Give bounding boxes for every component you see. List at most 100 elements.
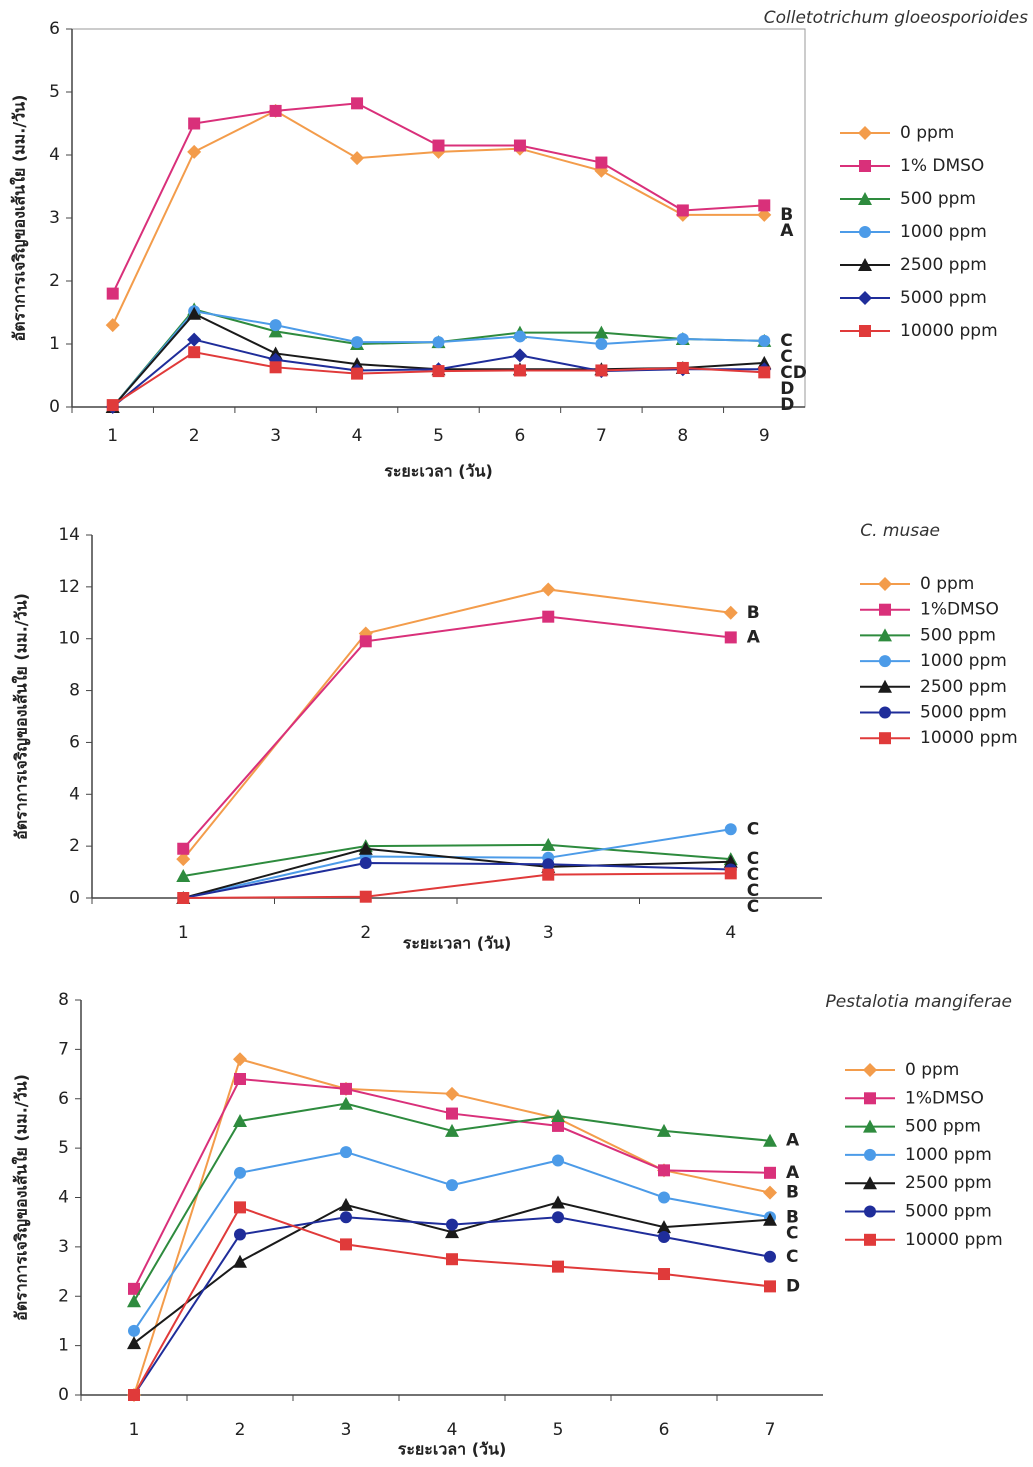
data-point xyxy=(340,1238,352,1250)
x-tick-label: 1 xyxy=(129,1420,140,1440)
data-point xyxy=(339,1097,353,1110)
y-tick-label: 1 xyxy=(58,1336,69,1356)
y-axis-label: อัตราการเจริญของเส้นใย (มม./วัน) xyxy=(12,1074,32,1321)
legend-label: 2500 ppm xyxy=(900,255,987,275)
y-tick-label: 5 xyxy=(49,82,60,102)
data-point xyxy=(360,857,372,869)
y-tick-label: 12 xyxy=(58,577,80,597)
x-tick-label: 7 xyxy=(765,1420,776,1440)
y-tick-label: 4 xyxy=(69,784,80,804)
data-point xyxy=(270,105,282,117)
legend-label: 5000 ppm xyxy=(905,1202,992,1222)
data-point xyxy=(446,1253,458,1265)
data-point xyxy=(542,869,554,881)
data-point xyxy=(177,843,189,855)
series-line xyxy=(134,1217,770,1395)
significance-label: D xyxy=(786,1276,800,1296)
data-point xyxy=(595,157,607,169)
data-point xyxy=(677,333,689,345)
data-point xyxy=(658,1268,670,1280)
data-point xyxy=(270,361,282,373)
y-axis-label: อัตราการเจริญของเส้นใย (มม./วัน) xyxy=(12,593,32,840)
data-point xyxy=(595,364,607,376)
chart-title: Colletotrichum gloeosporioides xyxy=(764,8,1028,28)
x-tick-label: 1 xyxy=(178,923,189,943)
significance-label: B xyxy=(747,603,760,623)
x-tick-label: 5 xyxy=(433,426,444,446)
data-point xyxy=(234,1167,246,1179)
data-point xyxy=(340,1146,352,1158)
data-point xyxy=(350,151,364,165)
significance-label: C xyxy=(786,1247,798,1267)
legend-label: 1%DMSO xyxy=(905,1088,984,1108)
data-point xyxy=(106,318,120,332)
legend-label: 500 ppm xyxy=(905,1117,981,1137)
legend-marker xyxy=(864,1206,876,1218)
legend-label: 10000 ppm xyxy=(920,728,1018,748)
data-point xyxy=(177,892,189,904)
chart-title: C. musae xyxy=(860,521,940,541)
y-tick-label: 5 xyxy=(58,1138,69,1158)
legend-marker xyxy=(879,732,891,744)
series-line xyxy=(183,845,731,876)
chart-title: Pestalotia mangiferae xyxy=(825,992,1012,1012)
data-point xyxy=(725,867,737,879)
x-tick-label: 2 xyxy=(189,426,200,446)
data-point xyxy=(514,140,526,152)
legend-marker xyxy=(864,1234,876,1246)
data-point xyxy=(234,1229,246,1241)
y-tick-label: 2 xyxy=(69,836,80,856)
data-point xyxy=(764,1251,776,1263)
x-tick-label: 9 xyxy=(759,426,770,446)
data-point xyxy=(107,399,119,411)
legend-label: 5000 ppm xyxy=(920,703,1007,723)
y-tick-label: 7 xyxy=(58,1039,69,1059)
legend-marker xyxy=(859,226,871,238)
legend-marker xyxy=(858,291,872,305)
legend-marker xyxy=(859,160,871,172)
series-line xyxy=(113,311,765,407)
x-tick-label: 2 xyxy=(360,923,371,943)
y-tick-label: 10 xyxy=(58,629,80,649)
y-tick-label: 6 xyxy=(58,1089,69,1109)
data-point xyxy=(128,1389,140,1401)
y-tick-label: 4 xyxy=(58,1188,69,1208)
data-point xyxy=(763,1186,777,1200)
data-point xyxy=(764,1167,776,1179)
data-point xyxy=(514,364,526,376)
legend-label: 1000 ppm xyxy=(900,222,987,242)
data-point xyxy=(128,1325,140,1337)
significance-label: C xyxy=(747,897,759,917)
legend-label: 500 ppm xyxy=(900,189,976,209)
y-tick-label: 0 xyxy=(58,1385,69,1405)
significance-label: C xyxy=(786,1223,798,1243)
data-point xyxy=(340,1211,352,1223)
y-tick-label: 3 xyxy=(49,208,60,228)
data-point xyxy=(188,346,200,358)
x-tick-label: 4 xyxy=(725,923,736,943)
series-line xyxy=(113,309,765,407)
x-tick-label: 6 xyxy=(659,1420,670,1440)
data-point xyxy=(758,366,770,378)
legend-label: 2500 ppm xyxy=(905,1173,992,1193)
data-point xyxy=(433,336,445,348)
y-tick-label: 6 xyxy=(69,732,80,752)
data-point xyxy=(270,319,282,331)
data-point xyxy=(658,1192,670,1204)
data-point xyxy=(758,335,770,347)
x-tick-label: 3 xyxy=(341,1420,352,1440)
x-tick-label: 3 xyxy=(543,923,554,943)
data-point xyxy=(513,348,527,362)
data-point xyxy=(351,368,363,380)
y-tick-label: 0 xyxy=(69,888,80,908)
y-axis-label: อัตราการเจริญของเส้นใย (มม./วัน) xyxy=(10,95,30,342)
legend-label: 1%DMSO xyxy=(920,600,999,620)
significance-label: C xyxy=(747,819,759,839)
legend-marker xyxy=(879,604,891,616)
data-point xyxy=(541,582,555,596)
data-point xyxy=(127,1336,141,1349)
series-line xyxy=(113,103,765,293)
data-point xyxy=(725,631,737,643)
significance-label: A xyxy=(786,1131,800,1151)
data-point xyxy=(188,118,200,130)
